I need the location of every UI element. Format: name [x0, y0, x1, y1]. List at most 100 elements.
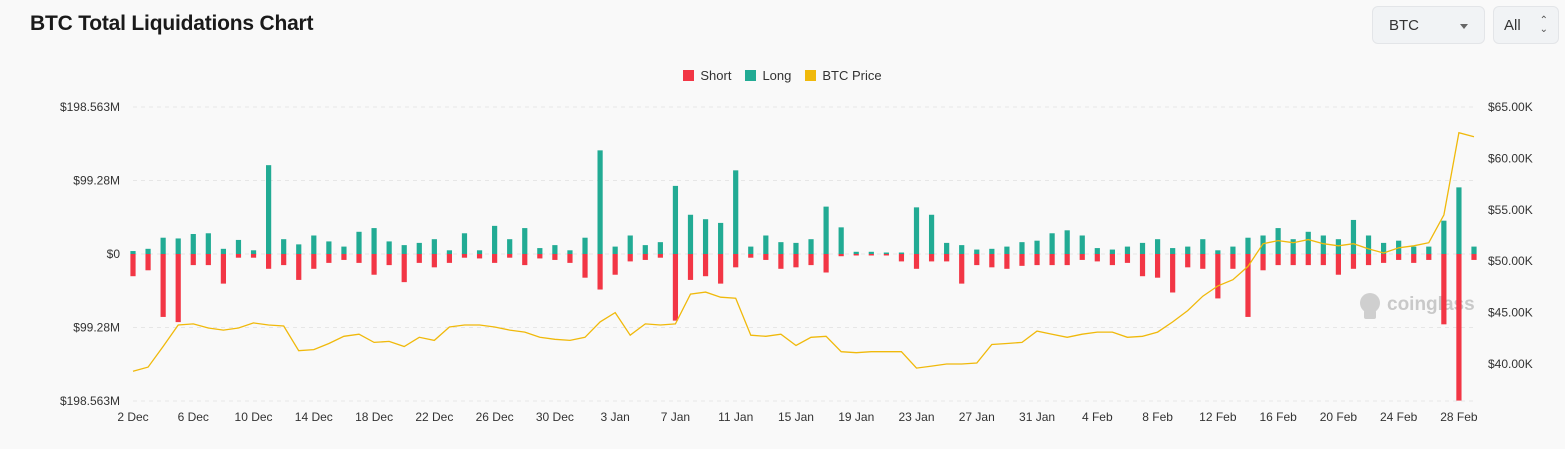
x-tick-label: 23 Jan — [898, 410, 934, 424]
long-bar — [266, 165, 272, 254]
short-bar — [883, 254, 889, 256]
legend-swatch-price — [805, 70, 817, 81]
x-tick-label: 27 Jan — [959, 410, 995, 424]
short-bar — [944, 254, 950, 262]
long-bar — [1019, 242, 1025, 254]
long-bar — [326, 241, 332, 254]
long-bar — [733, 170, 739, 254]
short-bar — [748, 254, 754, 258]
long-bar — [235, 239, 242, 254]
short-bar — [1185, 254, 1191, 268]
long-bar — [672, 185, 679, 254]
x-tick-label: 19 Jan — [838, 410, 874, 424]
short-bar — [672, 254, 679, 321]
long-bar — [1049, 233, 1055, 254]
short-bar — [386, 254, 392, 266]
long-bar — [1064, 230, 1070, 254]
x-tick-label: 4 Feb — [1082, 410, 1113, 424]
x-tick-label: 30 Dec — [536, 410, 574, 424]
long-bar — [296, 244, 302, 254]
short-bar — [989, 254, 995, 268]
short-bar — [1079, 254, 1085, 260]
legend-item-long[interactable]: Long — [745, 68, 791, 83]
left-axis: $198.563M $99.28M $0 $99.28M $198.563M — [60, 100, 120, 408]
grid-lines — [133, 106, 1474, 402]
long-bar — [1154, 239, 1161, 254]
long-bar — [461, 233, 468, 254]
short-bar — [898, 254, 905, 262]
range-select[interactable]: All ⌃ ⌄ — [1493, 6, 1559, 44]
x-tick-label: 31 Jan — [1019, 410, 1055, 424]
short-bar — [416, 254, 422, 263]
short-bar — [250, 254, 257, 258]
x-tick-label: 2 Dec — [117, 410, 148, 424]
short-bar — [1049, 254, 1055, 266]
bar-series — [130, 150, 1477, 401]
legend-label-price: BTC Price — [822, 68, 882, 83]
short-bar — [1094, 254, 1100, 262]
short-bar — [296, 254, 302, 280]
long-bar — [311, 235, 317, 254]
x-tick-label: 14 Dec — [295, 410, 333, 424]
chart-title: BTC Total Liquidations Chart — [30, 12, 314, 35]
short-bar — [311, 254, 317, 269]
legend-item-short[interactable]: Short — [683, 68, 731, 83]
short-bar — [1320, 254, 1326, 266]
x-tick-label: 28 Feb — [1440, 410, 1478, 424]
x-tick-label: 24 Feb — [1380, 410, 1418, 424]
long-bar — [627, 235, 633, 254]
long-bar — [446, 250, 453, 254]
short-bar — [913, 254, 920, 269]
range-select-value: All — [1504, 16, 1521, 34]
short-bar — [356, 254, 362, 263]
long-bar — [1365, 235, 1372, 254]
long-bar — [130, 251, 136, 254]
short-bar — [220, 254, 227, 284]
short-bar — [823, 254, 829, 273]
coin-select[interactable]: BTC — [1372, 6, 1485, 44]
long-bar — [1079, 235, 1085, 254]
long-bar — [401, 245, 407, 254]
long-bar — [1290, 239, 1296, 254]
right-tick-label: $45.00K — [1488, 306, 1533, 320]
long-bar — [1230, 246, 1236, 254]
short-bar — [145, 254, 151, 271]
x-tick-label: 10 Dec — [235, 410, 273, 424]
long-bar — [959, 245, 965, 254]
long-bar — [145, 248, 151, 254]
long-bar — [431, 239, 437, 254]
short-bar — [1230, 254, 1236, 269]
long-bar — [1350, 219, 1357, 254]
short-bar — [235, 254, 242, 258]
short-bar — [959, 254, 965, 284]
long-bar — [1094, 248, 1100, 254]
long-bar — [582, 237, 588, 254]
short-bar — [205, 254, 211, 266]
long-bar — [657, 242, 663, 254]
long-bar — [220, 248, 227, 254]
right-tick-label: $50.00K — [1488, 254, 1533, 268]
long-bar — [522, 228, 528, 254]
long-bar — [702, 219, 709, 254]
long-bar — [356, 231, 362, 254]
long-bar — [1380, 242, 1387, 254]
long-bar — [868, 251, 874, 254]
short-bar — [808, 254, 814, 266]
x-tick-label: 7 Jan — [661, 410, 690, 424]
short-bar — [718, 254, 724, 284]
long-bar — [386, 241, 392, 254]
btc-price-line[interactable] — [132, 131, 1475, 372]
short-bar — [612, 254, 618, 275]
short-bar — [1290, 254, 1296, 266]
short-bar — [582, 254, 588, 278]
short-bar — [733, 254, 739, 268]
x-tick-label: 18 Dec — [355, 410, 393, 424]
legend-label-long: Long — [762, 68, 792, 83]
right-axis: $65.00K $60.00K $55.00K $50.00K $45.00K $40.0… — [1488, 100, 1533, 371]
long-bar — [1320, 235, 1326, 254]
long-bar — [748, 246, 754, 254]
long-bar — [416, 242, 422, 254]
short-bar — [431, 254, 437, 268]
legend-item-price[interactable]: BTC Price — [805, 68, 882, 83]
